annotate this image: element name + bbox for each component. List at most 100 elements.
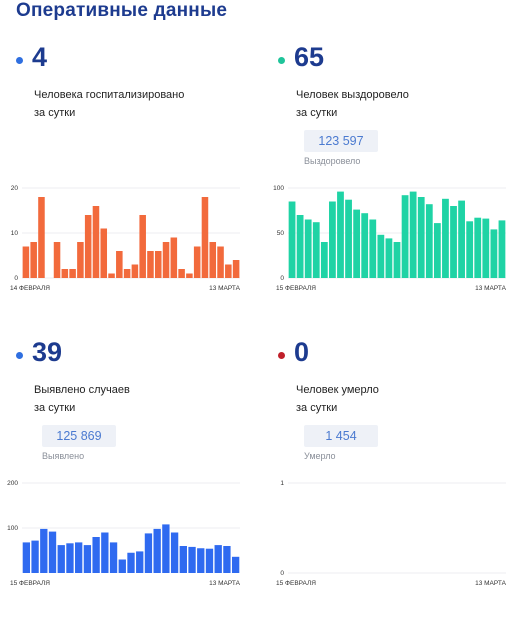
stat-description-line: Выявлено случаев <box>34 384 130 396</box>
stat-row: 39 <box>14 335 254 375</box>
x-axis-end-label: 13 МАРТА <box>209 580 241 587</box>
detected-bar-chart: 100 200 15 ФЕВРАЛЯ 13 МАРТА <box>7 480 241 587</box>
y-tick-label: 20 <box>11 185 19 192</box>
recovered-total-value: 123 597 <box>304 130 378 152</box>
bar <box>353 209 361 278</box>
bar <box>108 273 115 278</box>
bar <box>214 545 222 573</box>
y-tick-label: 0 <box>280 275 284 282</box>
bar <box>116 251 123 278</box>
y-tick-label: 50 <box>277 230 285 237</box>
bar <box>231 556 240 573</box>
bar <box>225 264 232 278</box>
bar <box>83 545 92 573</box>
bar <box>209 242 217 278</box>
bar <box>66 543 74 573</box>
stat-description: Человека госпитализировано за сутки <box>34 86 184 122</box>
bar <box>22 542 31 573</box>
bar <box>320 242 328 278</box>
detected-total-label: Выявлено <box>42 451 85 461</box>
stat-row: 0 <box>276 335 516 375</box>
detected-card: 39 Выявлено случаев за сутки 125 869 Выя… <box>7 335 259 625</box>
bar <box>139 215 146 278</box>
bar <box>433 223 441 278</box>
bar <box>401 195 409 278</box>
bar <box>170 237 178 278</box>
x-axis-start-label: 15 ФЕВРАЛЯ <box>10 580 50 587</box>
bar <box>417 197 425 278</box>
bar <box>118 559 126 573</box>
bar <box>92 537 100 573</box>
stat-description-line: за сутки <box>296 107 338 119</box>
deaths-total-label: Умерло <box>304 451 336 461</box>
y-tick-label: 0 <box>14 275 18 282</box>
bar <box>425 204 433 278</box>
bar <box>450 206 457 278</box>
bar <box>232 260 240 278</box>
recovered-total-label: Выздоровело <box>304 156 361 166</box>
status-dot-icon <box>278 57 285 64</box>
x-axis-end-label: 13 МАРТА <box>475 580 507 587</box>
bar <box>100 228 108 278</box>
y-tick-label: 100 <box>7 525 18 532</box>
y-tick-label: 10 <box>11 230 19 237</box>
y-tick-label: 200 <box>7 480 18 487</box>
bar <box>57 545 65 573</box>
stat-row: 4 <box>14 40 254 80</box>
bar <box>69 269 76 278</box>
bar <box>162 242 170 278</box>
bar <box>22 246 30 278</box>
bar <box>38 197 45 278</box>
bar <box>92 206 100 278</box>
bar <box>409 191 417 278</box>
stat-description: Человек выздоровело за сутки <box>296 86 409 122</box>
bar <box>490 229 498 278</box>
bar <box>312 222 320 278</box>
bar <box>442 198 449 278</box>
page-title: Оперативные данные <box>16 0 228 21</box>
bar <box>170 532 179 573</box>
deaths-value: 0 <box>294 337 310 367</box>
x-axis-start-label: 15 ФЕВРАЛЯ <box>276 285 316 292</box>
bar <box>217 246 224 278</box>
bar <box>127 552 135 573</box>
bar <box>201 197 209 278</box>
y-tick-label: 1 <box>280 480 284 487</box>
bar <box>53 242 61 278</box>
stat-description: Выявлено случаев за сутки <box>34 381 130 417</box>
bar <box>61 269 69 278</box>
bar <box>31 540 39 573</box>
status-dot-icon <box>16 352 23 359</box>
bar <box>123 269 131 278</box>
bar <box>369 219 377 278</box>
bar <box>188 546 196 573</box>
bar <box>162 524 170 573</box>
stat-description-line: за сутки <box>296 402 338 414</box>
bar <box>377 234 385 278</box>
detected-total-value: 125 869 <box>42 425 116 447</box>
status-dot-icon <box>16 57 23 64</box>
stat-row: 65 <box>276 40 516 80</box>
y-tick-label: 100 <box>273 185 284 192</box>
bar <box>40 528 48 573</box>
bar <box>482 218 490 278</box>
bar <box>288 201 296 278</box>
bar <box>101 532 109 573</box>
recovered-value: 65 <box>294 42 325 72</box>
bar <box>153 528 161 573</box>
bar <box>223 546 231 573</box>
stat-description-line: Человек выздоровело <box>296 89 409 101</box>
bar <box>77 242 84 278</box>
bar <box>178 269 185 278</box>
bar <box>136 551 144 573</box>
x-axis-start-label: 15 ФЕВРАЛЯ <box>276 580 316 587</box>
bar <box>466 221 474 278</box>
bar <box>296 215 304 278</box>
recovered-card: 65 Человек выздоровело за сутки 123 597 … <box>273 40 521 330</box>
bar <box>304 219 312 278</box>
stat-description-line: за сутки <box>34 107 76 119</box>
bar <box>361 213 369 278</box>
x-axis-end-label: 13 МАРТА <box>209 285 241 292</box>
stat-description: Человек умерло за сутки <box>296 381 379 417</box>
stat-description-line: Человек умерло <box>296 384 379 396</box>
